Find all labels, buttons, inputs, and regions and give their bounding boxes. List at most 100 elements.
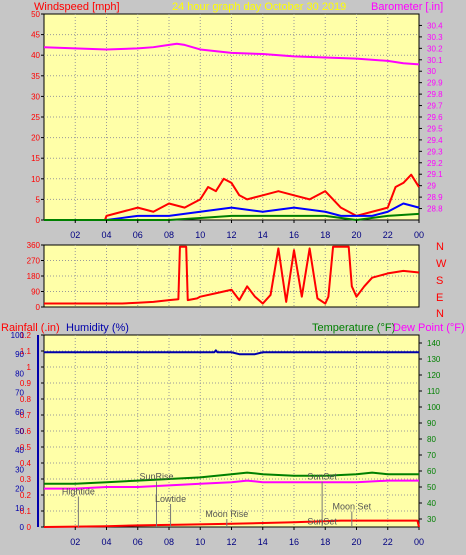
x-tick-label: 00: [414, 230, 424, 240]
axes: 0 0.1 0.2 0.3 0.4 0.5 0.6 0.7 0.8 0.9 1 1.1 1.2 0 10 20…: [11, 331, 441, 547]
series-group: [43, 42, 420, 221]
y-tick-label: 0.1: [20, 507, 32, 516]
y-tick-label: 1.2: [20, 331, 32, 340]
grid: [44, 335, 419, 527]
y-tick-label: 20: [31, 134, 40, 143]
annotations: Hightide SunRise Lowtide Moon Rise SunSet Sun…: [62, 472, 372, 527]
y-tick-label: 45: [31, 31, 40, 40]
y-tick-label: 30: [427, 515, 436, 524]
y-tick-label: 0.3: [20, 475, 32, 484]
y-tick-label: 100: [11, 331, 25, 340]
series-group: [43, 349, 420, 528]
windspeed-line: [44, 173, 420, 221]
y-tick-label: 1.1: [20, 347, 32, 356]
y-tick-label: 30.3: [427, 33, 443, 42]
direction-label: N: [436, 308, 444, 320]
x-tick-label: 16: [289, 537, 299, 547]
y-tick-label: 40: [15, 446, 24, 455]
annotation-label: Lowtide: [155, 494, 186, 504]
axes: 0 5 10 15 20 25 30 35 40 45 50 28.8 28.9 29 29.1 29.2 29…: [31, 10, 443, 240]
x-tick-label: 02: [70, 230, 80, 240]
wind-gust-avg-line: [44, 202, 420, 221]
y-tick-label: 270: [27, 257, 41, 266]
y-tick-label: 50: [427, 483, 436, 492]
y-tick-label: 60: [15, 408, 24, 417]
grid: [44, 14, 419, 220]
y-tick-label: 30: [427, 67, 436, 76]
wind-barometer-panel: 0 5 10 15 20 25 30 35 40 45 50 28.8 28.9 29 29.1 29.2 29…: [31, 1, 443, 240]
dewpoint-line: [44, 479, 419, 490]
y-tick-label: 29: [427, 182, 436, 191]
ylabel-temperature: Temperature (°F): [312, 322, 395, 334]
rain-humidity-temp-panel: Hightide SunRise Lowtide Moon Rise SunSet Sun…: [1, 322, 465, 547]
y-tick-label: 29.8: [427, 90, 443, 99]
y-tick-label: 29.1: [427, 170, 443, 179]
y-tick-label: 30.1: [427, 56, 443, 65]
annotation-label: SunSet: [307, 517, 337, 527]
y-tick-label: 120: [427, 371, 441, 380]
y-tick-label: 80: [427, 435, 436, 444]
wind-avg-line: [44, 212, 420, 221]
y-tick-label: 29.7: [427, 102, 443, 111]
humidity-line: [44, 349, 419, 356]
ylabel-humidity: Humidity (%): [66, 322, 129, 334]
y-tick-label: 0.8: [20, 395, 32, 404]
y-tick-label: 140: [427, 339, 441, 348]
direction-label: S: [436, 275, 443, 287]
y-tick-label: 0.9: [20, 379, 32, 388]
x-tick-label: 08: [164, 230, 174, 240]
y-tick-label: 100: [427, 403, 441, 412]
y-tick-label: 70: [427, 451, 436, 460]
annotation-label: SunRise: [139, 472, 173, 482]
y-tick-label: 10: [15, 504, 24, 513]
x-tick-label: 20: [351, 537, 361, 547]
y-tick-label: 360: [27, 241, 41, 250]
y-tick-label: 10: [31, 175, 40, 184]
y-tick-label: 29.3: [427, 147, 443, 156]
series-group: [44, 245, 420, 305]
y-tick-label: 5: [36, 195, 41, 204]
x-tick-label: 00: [414, 537, 424, 547]
y-tick-label: 0: [20, 523, 25, 532]
x-tick-label: 08: [164, 537, 174, 547]
barometer-line: [43, 42, 420, 66]
y-tick-label: 35: [31, 72, 40, 81]
y-tick-label: 50: [15, 427, 24, 436]
y-tick-label: 70: [15, 389, 24, 398]
rainfall-line: [43, 519, 420, 528]
annotation-label: Hightide: [62, 487, 95, 497]
y-tick-label: 130: [427, 355, 441, 364]
y-tick-label: 90: [15, 350, 24, 359]
x-tick-label: 22: [383, 230, 393, 240]
y-tick-label: 40: [31, 51, 40, 60]
x-tick-label: 16: [289, 230, 299, 240]
x-tick-label: 14: [258, 537, 268, 547]
annotation-label: Moon Rise: [205, 509, 248, 519]
x-tick-label: 04: [101, 537, 111, 547]
y-tick-label: 29.5: [427, 124, 443, 133]
y-tick-label: 29.9: [427, 79, 443, 88]
y-tick-label: 90: [427, 419, 436, 428]
x-tick-label: 02: [70, 537, 80, 547]
ylabel-dewpoint: Dew Point (°F): [393, 322, 465, 334]
y-tick-label: 50: [31, 10, 40, 19]
y-tick-label: 90: [31, 288, 40, 297]
x-tick-label: 20: [351, 230, 361, 240]
y-tick-label: 0.2: [20, 491, 32, 500]
x-tick-label: 12: [226, 537, 236, 547]
y-tick-label: 0: [36, 303, 41, 312]
wind-direction-line: [44, 245, 420, 305]
y-tick-label: 60: [427, 467, 436, 476]
y-tick-label: 20: [15, 485, 24, 494]
x-tick-label: 18: [320, 230, 330, 240]
y-tick-label: 25: [31, 113, 40, 122]
y-tick-label: 15: [31, 154, 40, 163]
temperature-line: [44, 471, 419, 485]
x-tick-label: 22: [383, 537, 393, 547]
y-tick-label: 0.5: [20, 443, 32, 452]
y-tick-label: 29.4: [427, 136, 443, 145]
y-tick-label: 0.6: [20, 427, 32, 436]
x-tick-label: 06: [133, 230, 143, 240]
